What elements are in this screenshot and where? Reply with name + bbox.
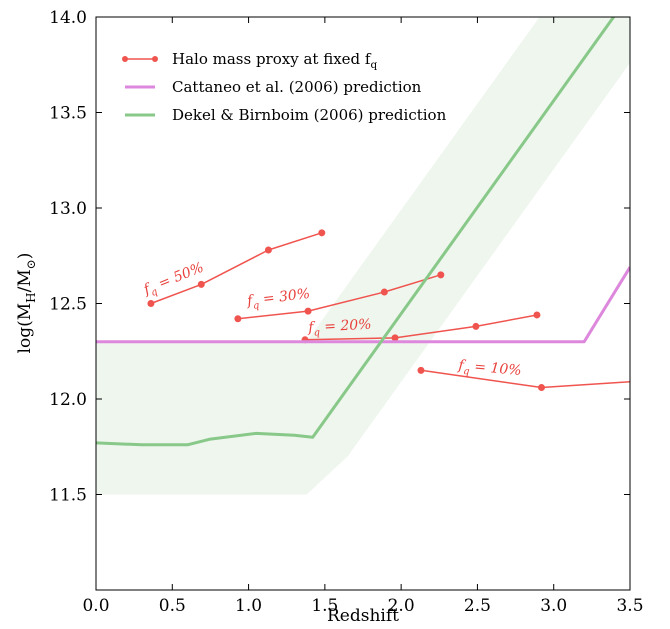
series-line-4 [96,266,630,344]
y-tick-label: 13.5 [49,104,87,124]
y-axis-title: log(MH/M⊙) [15,253,38,354]
fq-annotation-3: fq = 10% [457,357,523,382]
legend: Halo mass proxy at fixed fq Cattaneo et a… [122,50,447,124]
series-line-2 [304,314,538,341]
uncertainty-band-layer [96,17,630,495]
x-axis-title: Redshift [327,606,399,626]
data-point-3-1 [538,384,546,392]
y-tick-label: 14.0 [49,8,87,28]
y-tick-label: 12.5 [49,295,87,315]
series-line-3 [420,369,630,389]
y-axis-title-sub-sun: ⊙ [24,259,38,269]
x-tick-label: 3.5 [616,596,643,616]
data-point-0-1 [197,280,205,288]
dekel-birnboim-band [96,17,630,495]
fq-annotation-2: fq = 20% [307,317,372,339]
x-tick-label: 1.5 [311,596,338,616]
data-point-0-2 [264,246,272,254]
legend-marker-end-0 [152,56,158,62]
y-tick-label: 11.5 [49,486,87,506]
y-axis-title-close: ) [15,253,35,260]
x-tick-label: 1.0 [235,596,262,616]
legend-label-1: Cattaneo et al. (2006) prediction [172,78,422,96]
x-tick-label: 0.0 [82,596,109,616]
x-tick-label: 2.0 [388,596,415,616]
y-tick-label: 13.0 [49,199,87,219]
data-point-2-2 [472,322,480,330]
series-line-5 [96,17,616,447]
data-point-1-2 [380,288,388,296]
legend-label-2: Dekel & Birnboim (2006) prediction [172,106,447,124]
data-point-1-1 [304,307,312,315]
y-axis-title-text: log(M [15,303,35,354]
series-layer [96,17,630,447]
data-point-0-0 [147,300,155,307]
y-tick-label: 12.0 [49,390,87,410]
annotation-layer: fq = 50%fq = 30%fq = 20%fq = 10% [141,260,523,382]
y-axis-title-sub-h: H [24,292,38,302]
data-point-1-3 [437,271,445,279]
data-point-2-3 [533,311,541,319]
fq-annotation-1: fq = 30% [245,286,311,313]
data-point-0-3 [318,229,326,237]
x-tick-label: 0.5 [159,596,186,616]
y-axis-title-slash: /M [15,269,35,292]
x-tick-label: 2.5 [464,596,491,616]
legend-label-0: Halo mass proxy at fixed fq [172,50,377,71]
data-point-2-1 [391,334,399,342]
data-point-1-0 [234,315,242,323]
series-line-1 [237,274,442,320]
series-line-0 [150,232,323,305]
data-point-3-0 [417,366,425,374]
tick-layer: 0.0 0.5 1.0 1.5 2.0 2.5 3.0 3.5 11.5 12.0 12.5 13.0… [49,8,643,616]
legend-marker-start-0 [122,56,128,62]
x-tick-label: 3.0 [540,596,567,616]
